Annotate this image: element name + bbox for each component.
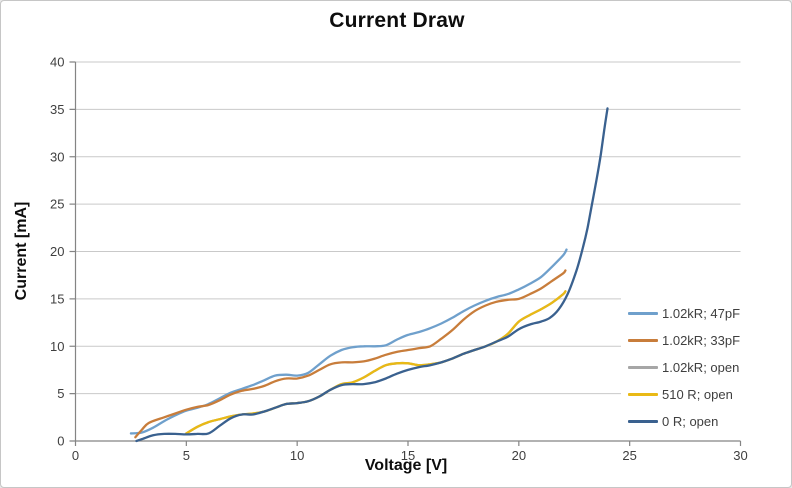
legend-swatch-series2 — [628, 339, 658, 342]
legend-item: 1.02kR; open — [621, 354, 771, 381]
legend-item: 510 R; open — [621, 381, 771, 408]
y-tick-label: 5 — [57, 386, 64, 401]
y-tick-label: 35 — [50, 102, 64, 117]
x-tick-label: 10 — [290, 448, 304, 463]
series-line-2 — [134, 269, 567, 439]
x-tick-label: 20 — [512, 448, 526, 463]
x-tick-label: 15 — [401, 448, 415, 463]
legend-label: 1.02kR; 33pF — [662, 333, 741, 348]
legend-label: 1.02kR; 47pF — [662, 306, 741, 321]
chart-title: Current Draw — [329, 9, 465, 32]
y-tick-label: 25 — [50, 197, 64, 212]
x-axis-title: Voltage [V] — [364, 457, 448, 474]
legend-label: 1.02kR; open — [662, 360, 740, 375]
x-tick-label: 0 — [72, 448, 79, 463]
legend-item: 1.02kR; 47pF — [621, 300, 771, 327]
legend-label: 510 R; open — [662, 387, 733, 402]
series-line-4 — [185, 290, 567, 435]
legend-item: 0 R; open — [621, 408, 771, 435]
y-tick-label: 40 — [50, 55, 64, 70]
legend-item: 1.02kR; 33pF — [621, 327, 771, 354]
y-axis-title: Current [mA] — [13, 201, 30, 301]
x-tick-label: 25 — [622, 448, 636, 463]
legend-label: 0 R; open — [662, 414, 719, 429]
x-tick-label: 5 — [183, 448, 190, 463]
legend-swatch-series3 — [628, 366, 658, 369]
series-line-1 — [129, 248, 568, 435]
y-tick-label: 30 — [50, 149, 64, 164]
x-tick-label: 30 — [733, 448, 747, 463]
legend: 1.02kR; 47pF 1.02kR; 33pF 1.02kR; open 5… — [621, 298, 771, 440]
y-tick-label: 10 — [50, 339, 64, 354]
legend-swatch-series1 — [628, 312, 658, 315]
legend-swatch-series4 — [628, 393, 658, 396]
y-tick-label: 0 — [57, 434, 64, 449]
y-tick-label: 20 — [50, 244, 64, 259]
series-line-5 — [135, 107, 609, 443]
series-line-3 — [185, 290, 567, 435]
y-tick-label: 15 — [50, 291, 64, 306]
legend-swatch-series5 — [628, 420, 658, 423]
